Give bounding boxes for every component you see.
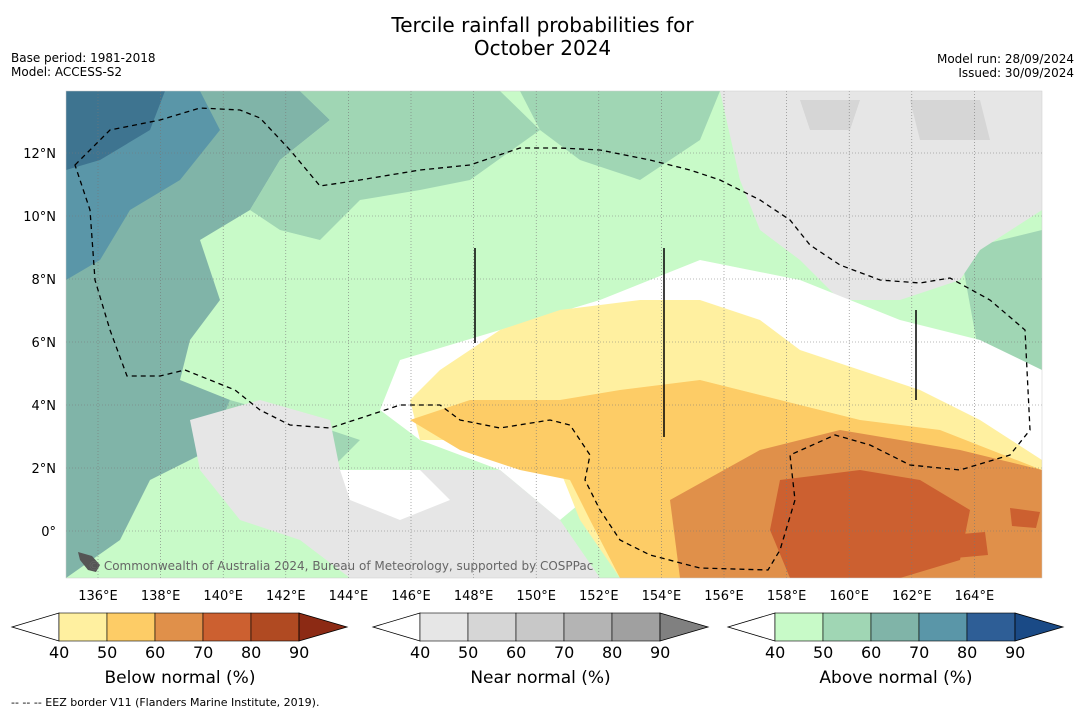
colorbar-tick-label: 90 (1005, 643, 1026, 662)
colorbar-tick-label: 80 (957, 643, 978, 662)
colorbar-tick-label: 60 (145, 643, 166, 662)
colorbar-segment (106, 612, 156, 642)
colorbar-segment (58, 612, 108, 642)
colorbar-above (726, 612, 1065, 642)
colorbars (10, 612, 1065, 642)
lon-tick-label: 152°E (579, 589, 619, 604)
colorbar-tick-label: 70 (909, 643, 930, 662)
lon-tick-label: 148°E (454, 589, 494, 604)
colorbar-above-title: Above normal (%) (819, 668, 973, 688)
colorbar-segment (419, 612, 469, 642)
colorbar-segment (202, 612, 252, 642)
lat-tick-label: 10°N (23, 210, 56, 225)
map-copyright: © Commonwealth of Australia 2024, Bureau… (88, 559, 593, 573)
base-period: Base period: 1981-2018 (11, 51, 156, 65)
colorbar-segment (563, 612, 613, 642)
meta-left: Base period: 1981-2018 Model: ACCESS-S2 (11, 51, 156, 79)
colorbar-tick-label: 70 (193, 643, 214, 662)
lat-axis-labels: 12°N 10°N 8°N 6°N 4°N 2°N 0° (23, 147, 56, 540)
colorbar-upper-extend (1014, 612, 1065, 642)
field-above-50-north (250, 91, 540, 240)
colorbar-tick-label: 70 (554, 643, 575, 662)
island-bottom-left (78, 552, 100, 572)
colorbar-tick-label: 90 (650, 643, 671, 662)
field-above-60-west (66, 91, 330, 578)
field-below-70-east-2 (950, 532, 988, 558)
colorbar-segment (250, 612, 300, 642)
lat-tick-label: 12°N (23, 147, 56, 162)
model-run: Model run: 28/09/2024 (936, 52, 1074, 66)
field-below-70 (770, 470, 970, 578)
lon-tick-label: 142°E (266, 589, 306, 604)
lon-axis-labels: 136°E 138°E 140°E 142°E 144°E 146°E 148°E 150°E… (78, 589, 994, 604)
colorbar-segment (515, 612, 565, 642)
colorbar-lower-extend (10, 612, 60, 642)
colorbar-tick-label: 50 (458, 643, 479, 662)
lat-tick-label: 8°N (32, 273, 57, 288)
map-gridlines (66, 91, 1042, 578)
colorbar-below (10, 612, 349, 642)
lon-tick-label: 138°E (141, 589, 181, 604)
colorbar-upper-extend (298, 612, 349, 642)
lon-tick-label: 150°E (516, 589, 556, 604)
lat-tick-label: 6°N (32, 336, 57, 351)
colorbar-near-title: Near normal (%) (470, 668, 611, 688)
colorbar-segment (774, 612, 824, 642)
map-frame (65, 90, 1043, 579)
colorbar-tick-label: 90 (289, 643, 310, 662)
colorbar-tick-label: 60 (506, 643, 527, 662)
colorbar-segment (467, 612, 517, 642)
colorbar-tick-label: 50 (97, 643, 118, 662)
field-below-70-east (1010, 508, 1040, 528)
lon-tick-label: 144°E (329, 589, 369, 604)
colorbar-tick-label: 60 (861, 643, 882, 662)
colorbar-segment (822, 612, 872, 642)
colorbar-upper-extend (659, 612, 710, 642)
colorbar-segment (966, 612, 1016, 642)
map-title: Tercile rainfall probabilities for Octob… (0, 14, 1085, 60)
colorbar-tick-label: 80 (241, 643, 262, 662)
lon-tick-label: 146°E (391, 589, 431, 604)
colorbar-segment (154, 612, 204, 642)
colorbar-tick-label: 40 (410, 643, 431, 662)
issued-date: Issued: 30/09/2024 (958, 66, 1074, 80)
lon-tick-label: 136°E (78, 589, 118, 604)
title-line-1: Tercile rainfall probabilities for (391, 13, 694, 37)
colorbar-lower-extend (371, 612, 421, 642)
map-field (66, 91, 1042, 578)
colorbar-near (371, 612, 710, 642)
colorbar-tick-label: 40 (49, 643, 70, 662)
lat-tick-label: 2°N (32, 462, 57, 477)
lon-tick-label: 164°E (955, 589, 995, 604)
colorbar-segment (870, 612, 920, 642)
field-above-50-northcentral (520, 91, 720, 180)
colorbar-tick-label: 80 (602, 643, 623, 662)
field-near-50-patch-2 (910, 100, 990, 140)
footnote: -- -- -- EEZ border V11 (Flanders Marine… (11, 696, 320, 709)
lon-tick-label: 158°E (767, 589, 807, 604)
lon-tick-label: 156°E (704, 589, 744, 604)
colorbar-tick-label: 40 (765, 643, 786, 662)
colorbar-lower-extend (726, 612, 776, 642)
lat-tick-label: 4°N (32, 399, 57, 414)
model-name: Model: ACCESS-S2 (11, 65, 123, 79)
lon-tick-label: 162°E (892, 589, 932, 604)
colorbar-segment (918, 612, 968, 642)
colorbar-below-title: Below normal (%) (104, 668, 256, 688)
title-line-2: October 2024 (473, 36, 612, 60)
field-near-40-northeast (720, 91, 1042, 300)
field-above-80-west (66, 91, 165, 170)
field-near-50-patch-1 (800, 100, 860, 130)
lon-tick-label: 160°E (829, 589, 869, 604)
lon-tick-label: 154°E (642, 589, 682, 604)
colorbar-tick-label: 50 (813, 643, 834, 662)
field-neutral-south (340, 470, 450, 520)
meta-right: Model run: 28/09/2024 Issued: 30/09/2024 (937, 52, 1074, 80)
lat-tick-label: 0° (41, 525, 56, 540)
colorbar-segment (611, 612, 661, 642)
lon-tick-label: 140°E (203, 589, 243, 604)
